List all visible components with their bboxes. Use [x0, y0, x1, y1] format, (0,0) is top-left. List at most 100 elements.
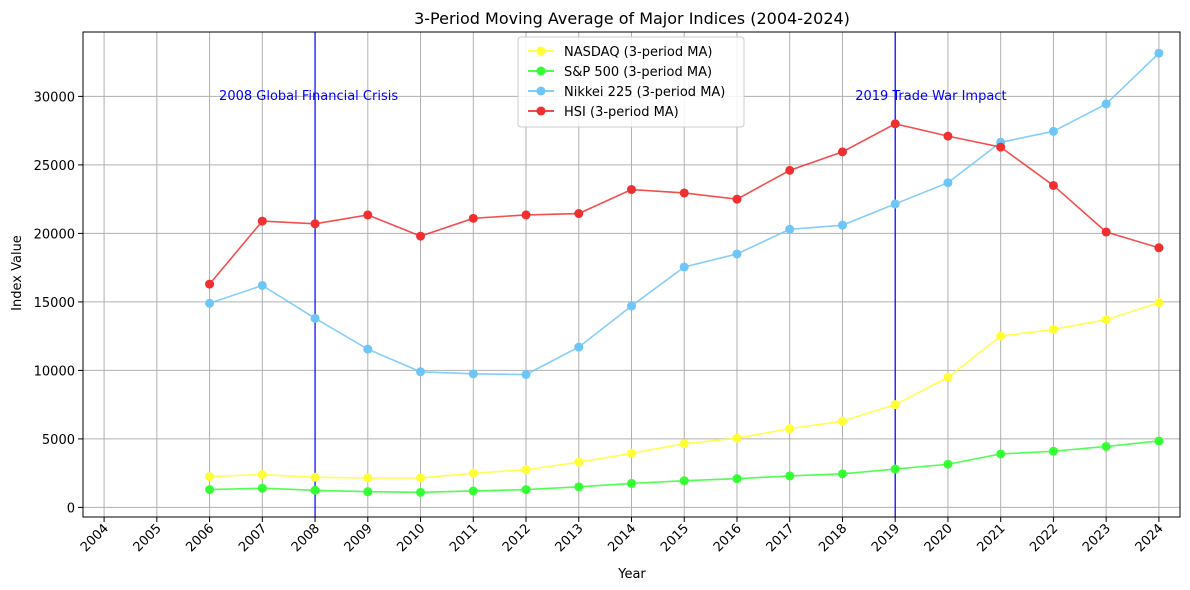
data-point — [257, 280, 267, 290]
data-point — [996, 142, 1006, 152]
data-point — [205, 485, 215, 495]
series-group — [205, 48, 1164, 497]
data-point — [363, 344, 373, 354]
x-tick-label: 2021 — [975, 521, 1009, 555]
x-tick-label: 2019 — [869, 521, 903, 555]
x-tick-label: 2022 — [1027, 521, 1061, 555]
data-point — [416, 473, 426, 483]
data-point — [310, 313, 320, 323]
x-tick-label: 2008 — [289, 521, 323, 555]
data-point — [205, 279, 215, 289]
data-point — [996, 331, 1006, 341]
legend-label: HSI (3-period MA) — [564, 105, 679, 120]
data-point — [996, 449, 1006, 459]
data-point — [785, 165, 795, 175]
data-point — [785, 471, 795, 481]
legend-swatch-marker — [536, 46, 546, 56]
data-point — [679, 262, 689, 272]
data-point — [1101, 441, 1111, 451]
x-tick-label: 2024 — [1133, 521, 1167, 555]
data-point — [732, 194, 742, 204]
data-point — [679, 476, 689, 486]
data-point — [521, 210, 531, 220]
data-point — [310, 219, 320, 229]
data-point — [574, 342, 584, 352]
data-point — [732, 249, 742, 259]
legend-label: Nikkei 225 (3-period MA) — [564, 85, 725, 100]
data-point — [574, 457, 584, 467]
data-point — [521, 370, 531, 380]
data-point — [1101, 227, 1111, 237]
data-point — [679, 439, 689, 449]
x-tick-label: 2004 — [78, 521, 112, 555]
data-point — [574, 209, 584, 219]
data-point — [205, 298, 215, 308]
data-point — [890, 464, 900, 474]
data-point — [257, 470, 267, 480]
event-lines: 2008 Global Financial Crisis 2019 Trade W… — [219, 32, 1007, 517]
data-point — [890, 119, 900, 129]
data-point — [732, 474, 742, 484]
x-tick-label: 2006 — [183, 521, 217, 555]
data-point — [890, 199, 900, 209]
x-tick-label: 2014 — [605, 521, 639, 555]
data-point — [521, 485, 531, 495]
x-tick-label: 2018 — [816, 521, 850, 555]
legend-label: S&P 500 (3-period MA) — [564, 65, 712, 80]
legend-label: NASDAQ (3-period MA) — [564, 45, 712, 60]
data-point — [943, 131, 953, 141]
data-point — [1101, 99, 1111, 109]
legend-swatch-marker — [536, 106, 546, 116]
y-axis-ticks: 0 5000 10000 15000 20000 25000 30000 — [34, 90, 83, 516]
data-point — [679, 188, 689, 198]
data-point — [627, 448, 636, 458]
data-point — [257, 483, 267, 493]
data-point — [363, 487, 373, 497]
x-tick-label: 2012 — [500, 521, 534, 555]
y-tick-label: 25000 — [34, 159, 75, 174]
y-tick-label: 10000 — [34, 364, 75, 379]
data-point — [1154, 436, 1164, 446]
y-tick-label: 20000 — [34, 227, 75, 242]
y-tick-label: 15000 — [34, 296, 75, 311]
data-point — [468, 468, 478, 478]
x-tick-label: 2010 — [394, 521, 428, 555]
x-tick-label: 2023 — [1080, 521, 1114, 555]
x-tick-label: 2007 — [236, 521, 270, 555]
x-tick-label: 2016 — [711, 521, 745, 555]
x-tick-label: 2020 — [922, 521, 956, 555]
x-tick-label: 2013 — [553, 521, 587, 555]
data-point — [943, 178, 953, 188]
data-point — [1154, 298, 1164, 308]
data-point — [416, 231, 426, 241]
legend-box — [517, 36, 745, 128]
data-point — [416, 487, 426, 497]
data-point — [310, 485, 320, 495]
data-point — [627, 301, 636, 311]
data-point — [310, 472, 320, 482]
event-annotation: 2019 Trade War Impact — [855, 89, 1006, 104]
data-point — [574, 482, 584, 492]
data-point — [890, 400, 900, 410]
legend: NASDAQ (3-period MA) S&P 500 (3-period MA… — [517, 36, 745, 128]
data-point — [732, 433, 742, 443]
data-point — [1154, 243, 1164, 253]
data-point — [521, 465, 531, 475]
y-axis-label: Index Value — [10, 235, 25, 311]
data-point — [416, 367, 426, 377]
x-tick-label: 2015 — [658, 521, 692, 555]
x-tick-label: 2009 — [342, 521, 376, 555]
x-tick-label: 2005 — [131, 521, 165, 555]
y-tick-label: 5000 — [42, 433, 75, 448]
data-point — [785, 424, 795, 434]
chart-title: 3-Period Moving Average of Major Indices… — [414, 9, 850, 28]
data-point — [1048, 126, 1058, 136]
legend-swatch-marker — [536, 66, 546, 76]
data-point — [1048, 180, 1058, 190]
data-point — [1048, 324, 1058, 334]
data-point — [468, 369, 478, 379]
data-point — [837, 220, 847, 230]
data-point — [363, 210, 373, 220]
y-tick-label: 0 — [67, 501, 75, 516]
